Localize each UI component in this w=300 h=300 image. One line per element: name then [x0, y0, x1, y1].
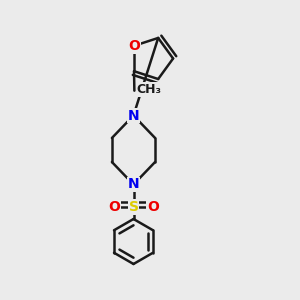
Text: O: O: [108, 200, 120, 214]
Text: O: O: [147, 200, 159, 214]
Text: S: S: [128, 200, 139, 214]
Text: CH₃: CH₃: [137, 83, 162, 96]
Text: O: O: [128, 39, 140, 53]
Text: N: N: [128, 109, 139, 122]
Text: N: N: [128, 178, 139, 191]
